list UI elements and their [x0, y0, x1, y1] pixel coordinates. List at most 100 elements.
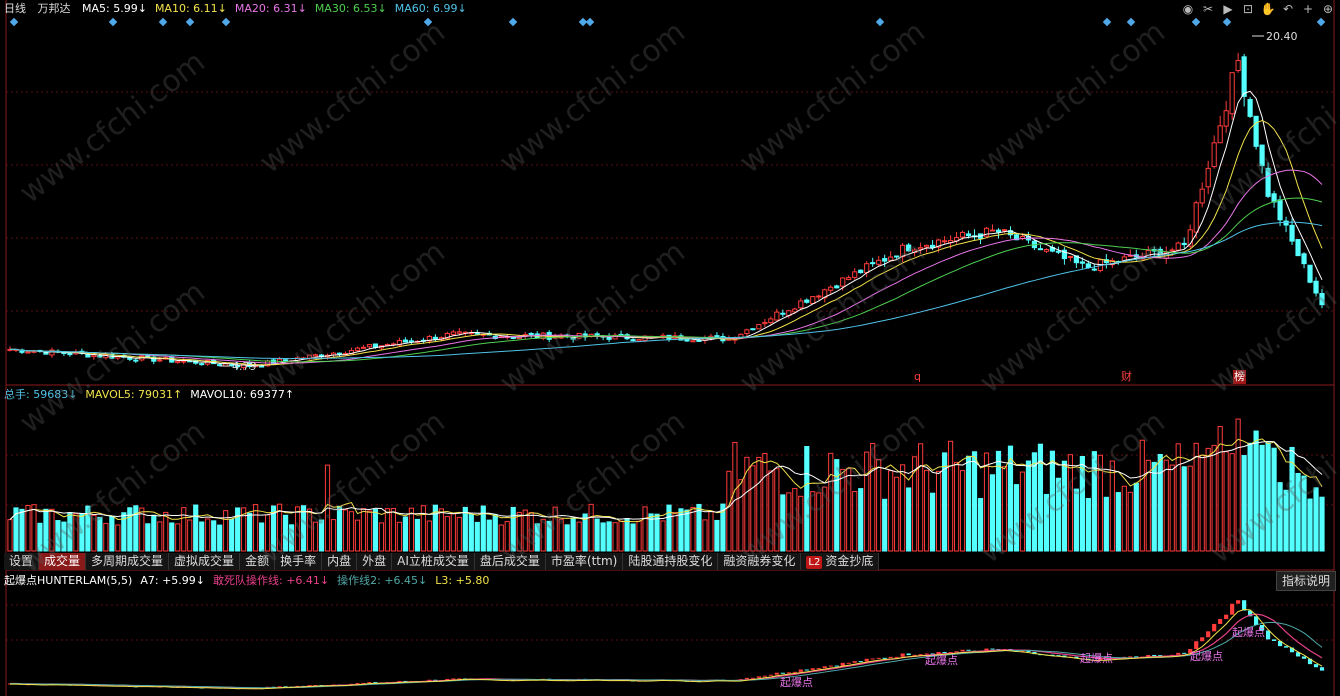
volume-bar [450, 513, 456, 552]
candle-body [450, 331, 456, 336]
indicator-bar [852, 661, 857, 663]
volume-bar [924, 469, 930, 552]
volume-bar [1217, 426, 1223, 552]
tab-3[interactable]: 虚拟成交量 [169, 553, 241, 570]
volume-bar [935, 470, 942, 552]
scissors-icon[interactable]: ✂ [1202, 2, 1214, 16]
tab-11[interactable]: 陆股通持股变化 [623, 553, 719, 570]
volume-bar [983, 452, 990, 552]
volume-bar [318, 519, 325, 552]
volume-bar [1271, 447, 1277, 552]
candle-body [876, 259, 882, 265]
volume-bar [1097, 454, 1103, 552]
period-label[interactable]: 日线 [4, 2, 26, 15]
volume-bar [79, 512, 85, 552]
indicator-bar [1289, 647, 1295, 653]
volume-bar [390, 508, 397, 552]
volume-bar [786, 492, 792, 552]
event-flag[interactable]: 财 [1121, 370, 1132, 383]
event-flag[interactable]: q [914, 370, 921, 383]
zoom-in-icon[interactable]: ⊕ [1322, 2, 1334, 16]
volume-bar [1307, 498, 1313, 552]
stock-name: 万邦达 [37, 2, 71, 15]
candle-body [1187, 229, 1193, 247]
tab-2[interactable]: 多周期成交量 [86, 553, 170, 570]
indicator-bar [1224, 614, 1229, 620]
tab-9[interactable]: 盘后成交量 [475, 553, 546, 570]
tab-12[interactable]: 融资融券变化 [718, 553, 802, 570]
indicator-help-button[interactable]: 指标说明 [1275, 571, 1336, 591]
candle-body [924, 244, 930, 248]
volume-bar [888, 470, 894, 552]
indicator-bar [451, 678, 456, 680]
indicator-bar [1050, 654, 1055, 656]
eye-icon[interactable]: ◉ [1182, 2, 1194, 16]
tab-0[interactable]: 设置 [4, 553, 40, 570]
volume-bar [199, 521, 205, 552]
gansidui-line [9, 613, 1323, 689]
event-diamond-icon [1102, 17, 1112, 27]
tab-1[interactable]: 成交量 [39, 553, 87, 570]
volume-bar [67, 512, 73, 552]
candle-body [528, 332, 534, 335]
tab-4[interactable]: 金额 [240, 553, 276, 570]
candle-body [810, 296, 816, 305]
back-icon[interactable]: ↶ [1282, 2, 1294, 16]
candle-body [804, 299, 810, 303]
volume-bar [372, 509, 379, 552]
indicator-bar [774, 672, 779, 675]
volume-bar [253, 504, 259, 552]
volume-bar [666, 504, 672, 552]
event-flag[interactable]: 榜 [1233, 370, 1246, 384]
volume-bar [636, 520, 642, 552]
volume-bar [85, 505, 91, 552]
candle-body [1301, 253, 1307, 265]
indicator-bar [433, 679, 438, 681]
tab-label: 市盈率(ttm) [550, 554, 618, 568]
tab-10[interactable]: 市盈率(ttm) [546, 553, 624, 570]
tab-5[interactable]: 换手率 [275, 553, 323, 570]
candle-body [229, 364, 235, 367]
volume-bar [7, 519, 13, 552]
indicator-bar [792, 671, 797, 673]
candle-body [1001, 229, 1008, 232]
volume-bar [151, 514, 157, 552]
volume-bar [462, 506, 468, 552]
tab-7[interactable]: 外盘 [357, 553, 393, 570]
volume-bar [1121, 485, 1127, 552]
volume-bar [720, 503, 726, 552]
hand-icon[interactable]: ✋ [1260, 2, 1276, 16]
volume-bar [947, 440, 954, 552]
indicator-bar [936, 651, 941, 655]
indicator-bar [912, 654, 917, 656]
mavol-line-10 [9, 440, 1323, 520]
indicator-bar [1260, 624, 1265, 631]
volume-bar [157, 521, 163, 552]
tab-8[interactable]: AI立桩成交量 [392, 553, 475, 570]
volume-bar [1265, 442, 1271, 552]
volume-bar [133, 505, 139, 552]
volume-bar [1181, 466, 1187, 552]
lock-icon[interactable]: ⊡ [1242, 2, 1254, 16]
volume-bar [384, 508, 391, 552]
tab-6[interactable]: 内盘 [322, 553, 358, 570]
tab-label: AI立桩成交量 [397, 554, 469, 568]
volume-bar [360, 508, 367, 552]
indicator-bar [966, 649, 971, 651]
indicator-bar [1194, 641, 1199, 650]
indicator-bar [924, 653, 929, 655]
tab-13[interactable]: L2 资金抄底 [801, 553, 880, 570]
plus-icon[interactable]: + [1302, 2, 1314, 16]
volume-bar [522, 509, 528, 552]
ma-label-4: MA60: 6.99↓ [394, 2, 467, 15]
volume-bar [894, 476, 900, 552]
indicator-bar [277, 686, 282, 688]
volume-bar [205, 518, 211, 552]
candle-body [840, 277, 846, 287]
volume-bar [1289, 446, 1295, 552]
volume-bar [1067, 454, 1073, 552]
volume-bar [1007, 445, 1014, 552]
play-icon[interactable]: ▶ [1223, 2, 1233, 16]
candle-body [1205, 167, 1211, 188]
